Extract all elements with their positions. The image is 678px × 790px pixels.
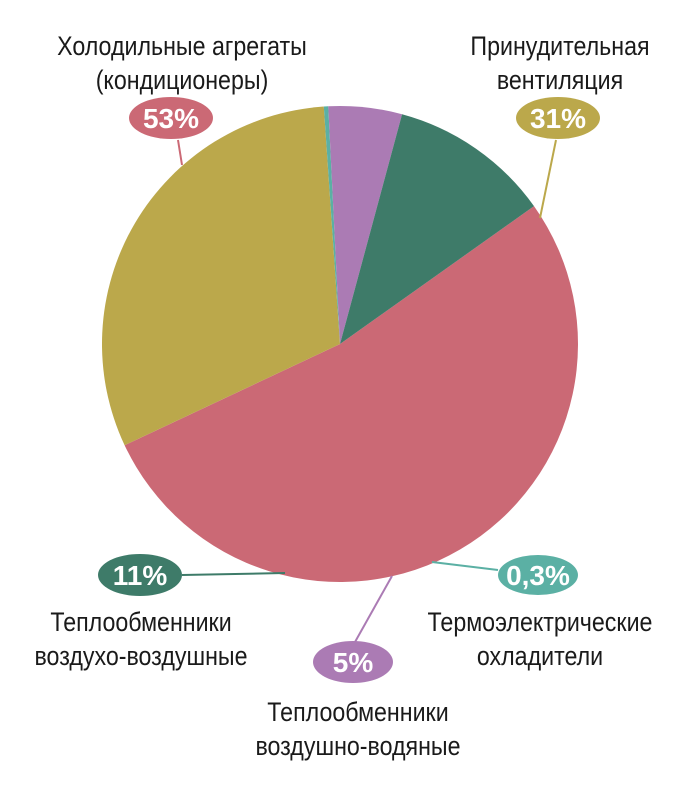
pie-slice-2 [101, 106, 340, 446]
value-label-2: 31% [530, 103, 586, 134]
category-label-1-line-2: (кондиционеры) [96, 65, 269, 95]
pie-slice-4 [328, 106, 403, 344]
value-label-1: 53% [143, 103, 199, 134]
category-labels-layer: Холодильные агрегаты (кондиционеры) Принуд… [34, 31, 652, 761]
value-badge-2 [516, 97, 600, 139]
value-badge-4 [313, 641, 393, 683]
leader-line-1 [177, 139, 183, 166]
category-label-4-line-2: воздушно-водяные [255, 731, 460, 761]
value-badge-1 [129, 97, 213, 139]
slices-layer [101, 106, 578, 582]
value-label-4: 5% [333, 647, 374, 678]
value-badge-3 [498, 555, 578, 595]
category-label-5-line-1: Теплообменники [50, 607, 231, 637]
category-label-2-line-2: вентиляция [497, 65, 623, 95]
category-label-5-line-2: воздухо-воздушные [34, 641, 247, 671]
category-label-3-line-2: охладители [477, 641, 603, 671]
pie-slice-3 [323, 106, 340, 344]
value-label-5: 11% [113, 560, 168, 591]
value-badges-layer: 53% 31% 0,3% 5% 11% [98, 97, 600, 683]
leader-line-4 [354, 575, 393, 643]
value-label-3: 0,3% [506, 560, 570, 591]
leader-line-2 [539, 139, 557, 219]
leader-lines-layer [177, 139, 557, 643]
value-badge-5 [98, 554, 182, 596]
leader-line-3 [431, 561, 499, 571]
category-label-4-line-1: Теплообменники [267, 697, 448, 727]
category-label-1-line-1: Холодильные агрегаты [57, 31, 307, 61]
pie-slice-1 [124, 206, 578, 582]
category-label-2-line-1: Принудительная [470, 31, 649, 61]
leader-line-5 [181, 572, 286, 576]
category-label-3-line-1: Термоэлектрические [428, 607, 653, 637]
pie-slice-5 [340, 114, 534, 345]
